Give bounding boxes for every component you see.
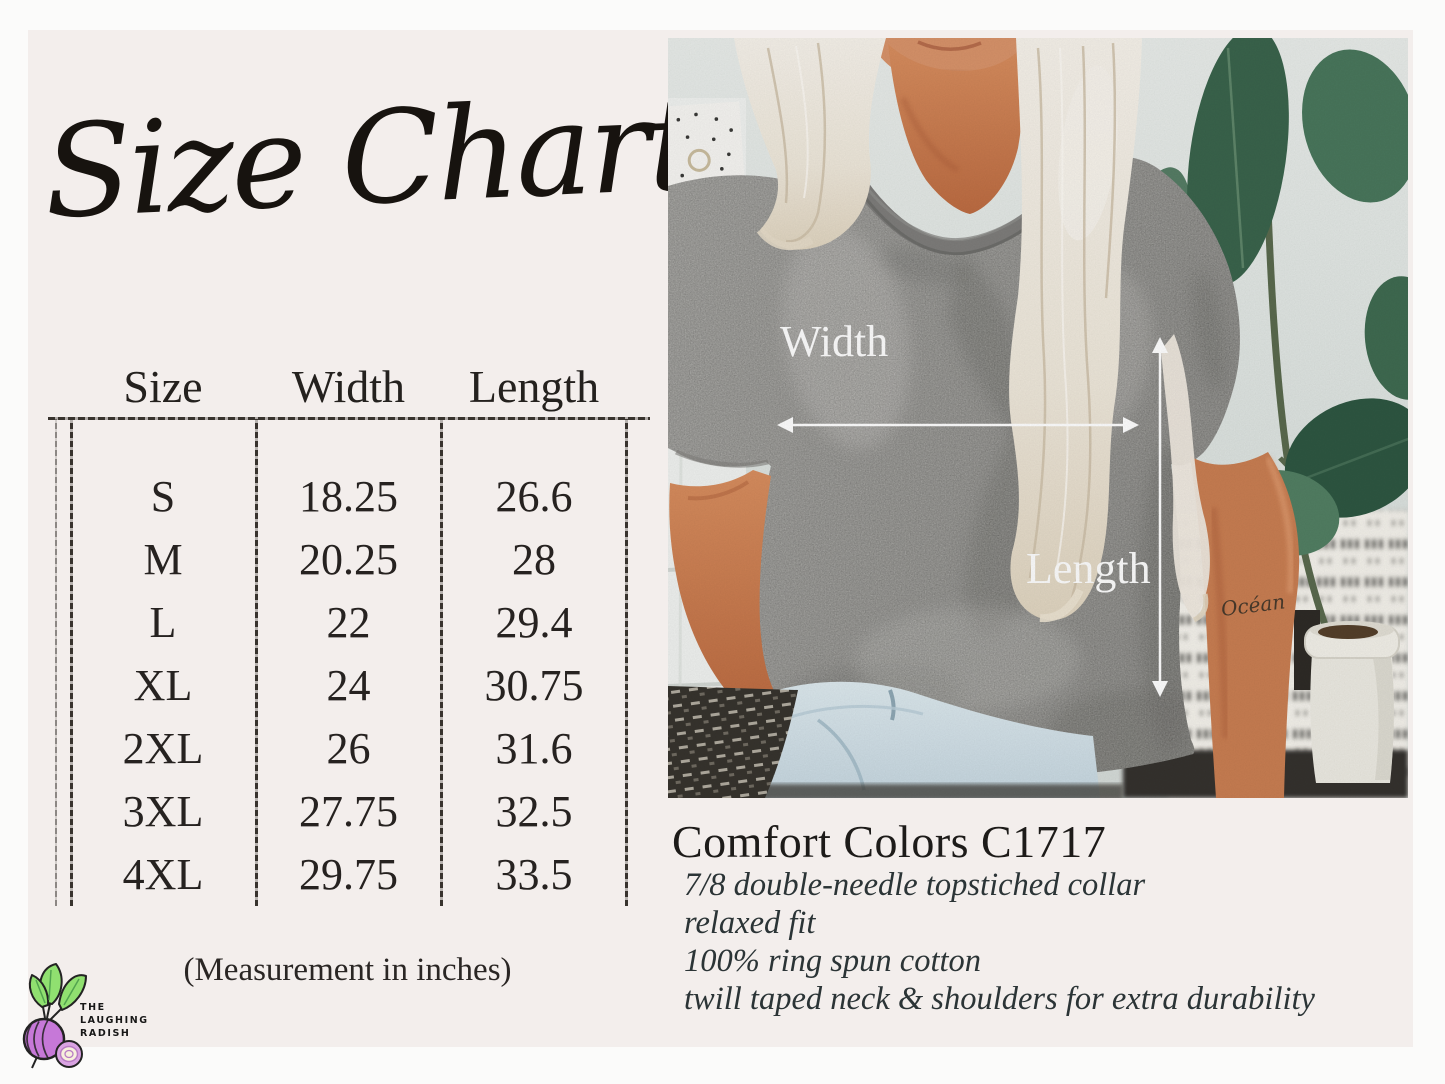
table-row: 2XL 26 31.6 (70, 717, 627, 780)
photo-grain (668, 38, 1408, 798)
length-cell: 29.4 (495, 598, 573, 647)
measurement-note: (Measurement in inches) (183, 952, 512, 988)
width-cell: 24 (326, 661, 371, 710)
product-photo: Océan Width (668, 38, 1408, 798)
length-cell: 30.75 (484, 661, 584, 710)
width-cell: 22 (326, 598, 371, 647)
product-features: 7/8 double-needle topstiched collar rela… (684, 866, 1424, 1018)
length-cell: 32.5 (495, 787, 573, 836)
size-chart-title: Size Chart (41, 70, 699, 248)
width-cell: 18.25 (299, 472, 398, 521)
radish-icon (22, 963, 87, 1069)
table-row: L 22 29.4 (70, 591, 627, 654)
size-cell: XL (133, 661, 193, 710)
product-feature: 100% ring spun cotton (684, 943, 982, 979)
size-table: S 18.25 26.6 M 20.25 28 L 22 29.4 XL 24 … (70, 419, 627, 906)
column-header-length: Length (468, 360, 600, 412)
product-name: Comfort Colors C1717 (672, 816, 1107, 867)
length-cell: 31.6 (495, 724, 573, 773)
length-cell: 26.6 (495, 472, 573, 521)
product-feature: relaxed fit (684, 905, 816, 941)
table-border-right (625, 419, 628, 906)
size-cell: M (143, 535, 183, 584)
model-photo-illustration: Océan Width (668, 38, 1408, 798)
brand-logo: THE LAUGHING RADISH (14, 960, 174, 1080)
table-header-rule (48, 417, 650, 420)
table-row: XL 24 30.75 (70, 654, 627, 717)
size-cell: L (149, 598, 177, 647)
length-cell: 28 (512, 535, 556, 584)
size-cell: 3XL (122, 787, 204, 836)
column-header-width: Width (291, 360, 406, 412)
table-divider-1 (255, 419, 258, 906)
width-cell: 29.75 (299, 850, 398, 899)
table-border-left-outer (55, 419, 57, 906)
size-cell: 2XL (122, 724, 204, 773)
table-row: 4XL 29.75 33.5 (70, 843, 627, 906)
column-header-size: Size (123, 360, 203, 412)
table-divider-2 (440, 419, 443, 906)
table-border-left (70, 419, 73, 906)
size-cell: 4XL (122, 850, 204, 899)
size-cell: S (150, 472, 176, 521)
brand-name: THE LAUGHING RADISH (80, 1002, 149, 1039)
table-row: M 20.25 28 (70, 528, 627, 591)
product-feature: twill taped neck & shoulders for extra d… (684, 981, 1315, 1017)
table-row: 3XL 27.75 32.5 (70, 780, 627, 843)
length-cell: 33.5 (495, 850, 573, 899)
width-cell: 26 (326, 724, 371, 773)
width-cell: 27.75 (299, 787, 398, 836)
product-feature: 7/8 double-needle topstiched collar (684, 867, 1146, 903)
table-row: S 18.25 26.6 (70, 465, 627, 528)
width-cell: 20.25 (299, 535, 398, 584)
